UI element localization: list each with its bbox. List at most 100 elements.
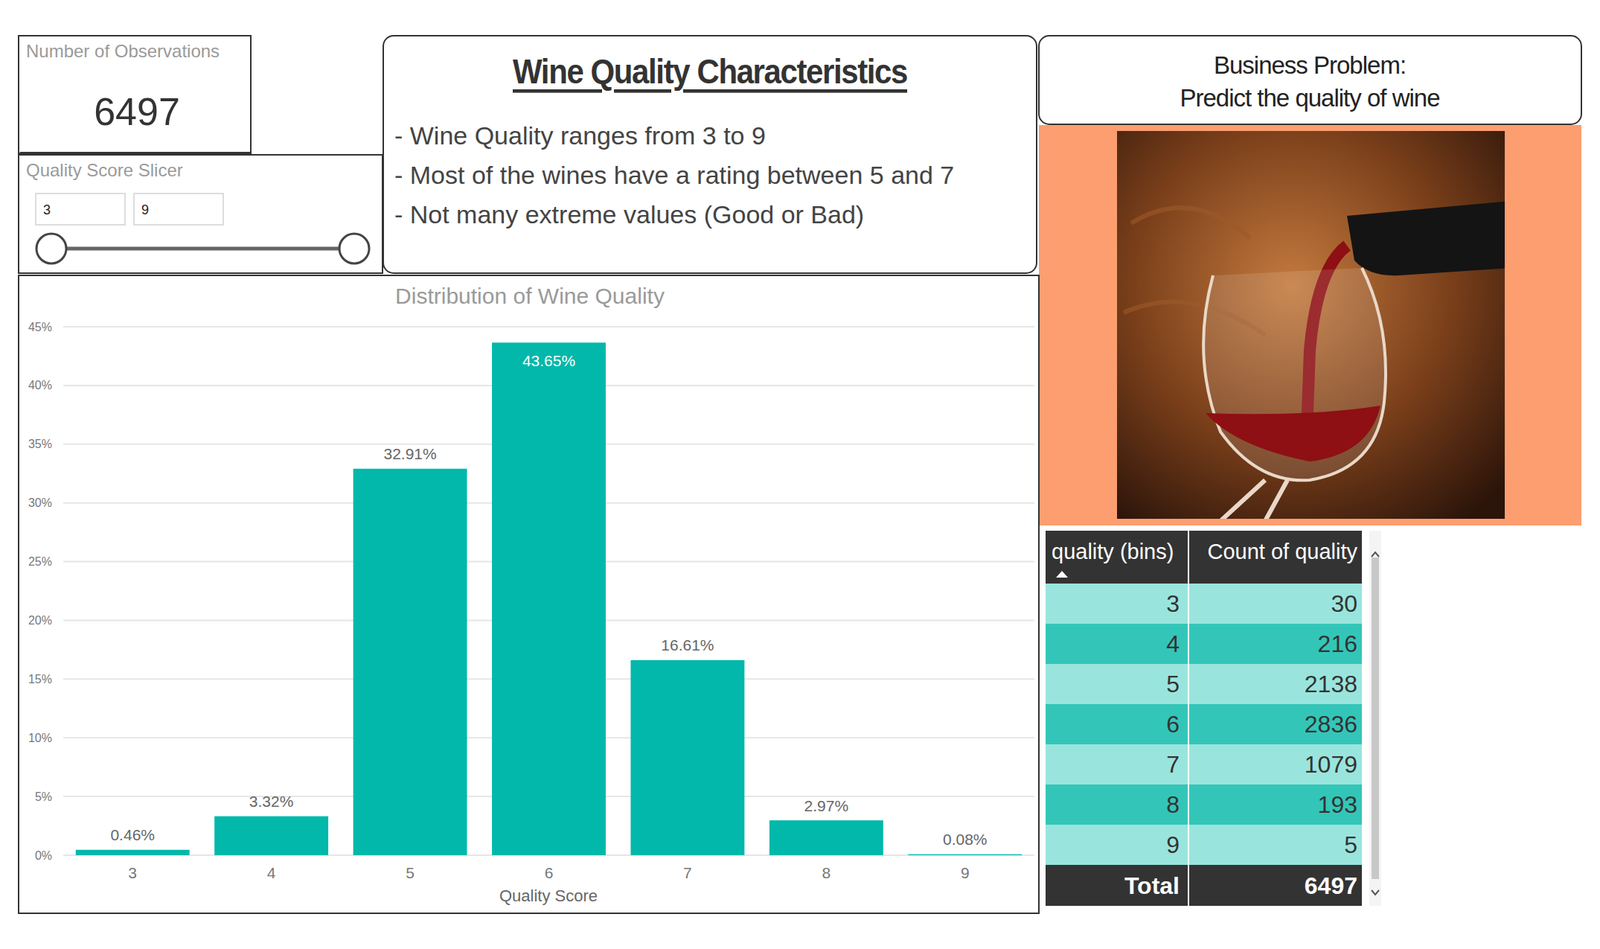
table-cell: 5 [1166,670,1180,698]
y-tick-label: 20% [28,613,53,627]
slicer-handle-max[interactable] [339,233,370,264]
bullet: - Not many extreme values (Good or Bad) [394,200,864,229]
table-row [1045,623,1362,664]
slicer-track [51,247,355,251]
card-title: Number of Observations [26,40,220,62]
bar [353,468,468,856]
x-tick-label: 7 [683,864,693,882]
bar [630,660,745,856]
table-header [1045,530,1362,584]
business-problem-line: Predict the quality of wine [1179,84,1440,112]
glass [1203,267,1386,480]
card-frame [18,35,251,154]
table-row [1045,583,1362,624]
table-cell: 8 [1166,791,1180,818]
bullet: - Wine Quality ranges from 3 to 9 [394,121,766,150]
scroll-down[interactable] [1371,890,1379,895]
table-total-value: 6497 [1304,872,1358,899]
table-divider [1187,704,1190,745]
table-divider [1187,583,1190,624]
table-row [1045,663,1362,704]
slicer-min-box[interactable] [35,193,126,225]
x-axis-label: Quality Score [499,886,598,905]
y-tick-label: 45% [28,320,53,334]
scrollbar[interactable] [1369,530,1382,906]
bar [907,854,1022,856]
scrollbar-thumb[interactable] [1371,557,1379,879]
bar [491,342,606,856]
table-total-label: Total [1124,872,1180,899]
photo [1117,130,1505,519]
data-label: 0.08% [942,830,988,848]
bars [75,342,1022,856]
table-row [1045,824,1362,865]
dashboard: Number of Observations6497Quality Score … [0,0,1600,949]
slicer-handle-min[interactable] [36,233,67,264]
table-row [1045,784,1362,825]
table-row [1045,704,1362,745]
data-label: 43.65% [522,352,576,370]
table-row [1045,744,1362,785]
table-cell: 5 [1344,831,1358,859]
photo-content [1123,200,1505,519]
slicer-max: 9 [141,202,149,218]
x-tick-label: 6 [544,864,554,882]
table-total-row [1045,864,1362,906]
photo-background [1038,125,1582,526]
characteristics-frame [383,35,1037,274]
y-tick-label: 5% [34,790,53,803]
table-header-cell[interactable]: Count of quality [1207,539,1358,564]
y-tick-label: 10% [28,731,53,745]
x-tick-label: 5 [405,864,415,882]
table-cell: 2138 [1304,670,1358,698]
table-divider [1187,864,1190,906]
table-cell: 3 [1166,590,1180,617]
business-problem-line: Business Problem: [1213,51,1406,79]
chart-frame [18,275,1039,914]
x-tick-label: 3 [128,864,137,882]
slicer-title: Quality Score Slicer [26,160,184,181]
card-value: 6497 [93,90,181,134]
data-label: 32.91% [383,445,437,463]
characteristics-title: Wine Quality Characteristics [512,52,908,91]
grid-line [63,325,1035,328]
y-tick-label: 0% [34,849,53,862]
table-divider [1187,663,1190,704]
table-header-divider [1187,530,1190,584]
table-cell: 216 [1317,630,1358,658]
bottle [1346,200,1505,276]
y-tick-label: 25% [28,555,53,568]
bar [769,820,884,856]
y-tick-label: 40% [28,378,53,392]
data-label: 0.46% [110,826,155,844]
x-tick-label: 9 [960,864,970,882]
sort-indicator [1056,570,1068,578]
glass-stem [1220,480,1288,519]
y-tick-label: 15% [28,672,53,686]
chart-title: Distribution of Wine Quality [395,283,665,309]
table-divider [1187,623,1190,664]
business-problem-frame [1038,35,1582,125]
table-cell: 2836 [1304,710,1358,738]
table-divider [1187,744,1190,785]
table-divider [1187,784,1190,825]
x-tick-label: 4 [267,864,277,882]
data-label: 3.32% [249,792,294,810]
slicer-max-box[interactable] [133,193,224,225]
table-cell: 30 [1330,590,1358,617]
slicer-frame [18,154,383,274]
bullet: - Most of the wines have a rating betwee… [394,160,955,190]
table-divider [1187,824,1190,865]
table-cell: 9 [1166,831,1180,859]
data-label: 16.61% [660,636,714,654]
wine [1205,405,1381,462]
table-cell: 7 [1166,750,1180,778]
data-label: 2.97% [804,797,850,815]
scroll-up[interactable] [1371,552,1379,557]
table-cell: 6 [1166,710,1180,738]
table-cell: 1079 [1304,750,1358,778]
table-cell: 4 [1166,630,1180,658]
table-header-cell[interactable]: quality (bins) [1051,539,1174,564]
bar [75,849,190,856]
y-tick-label: 30% [28,496,53,510]
